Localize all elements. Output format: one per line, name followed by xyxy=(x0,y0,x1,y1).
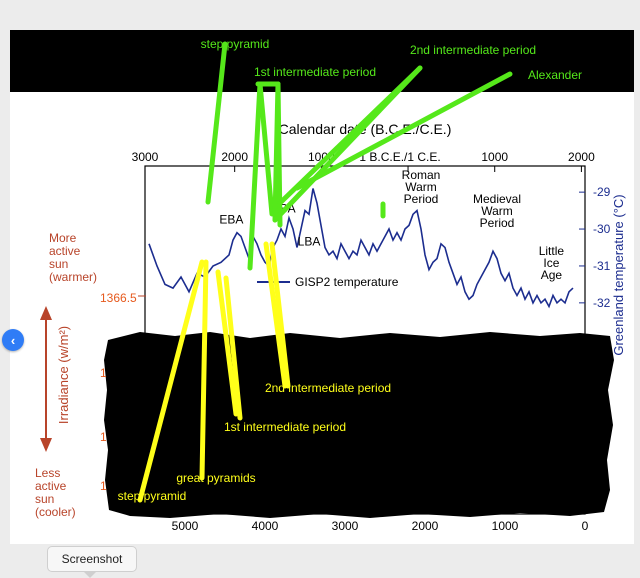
left-top-label-line: sun xyxy=(49,257,68,271)
green-annotation-line xyxy=(247,81,263,271)
green-annotation-line xyxy=(294,71,513,191)
green-label-1st-intermediate: 1st intermediate period xyxy=(254,65,376,79)
chart-svg: 3000 2000 1000 1 B.C.E./1 C.E. 1000 2000Calen… xyxy=(10,30,634,557)
yellow-annotation-line xyxy=(263,241,288,389)
chevron-left-icon[interactable]: ‹ xyxy=(2,329,24,351)
x-axis-label: Years BP (from 2000 C.E.) xyxy=(283,541,448,544)
right-tick-label: -31 xyxy=(593,259,611,273)
yellow-annotation-line xyxy=(269,241,291,389)
top-black-band xyxy=(10,30,634,92)
yellow-label-2nd-intermediate: 2nd intermediate period xyxy=(265,381,391,395)
left-value-label: 1366.5 xyxy=(100,291,137,305)
top-tick-label: 1000 xyxy=(481,150,508,164)
left-arrow-down xyxy=(40,438,52,452)
period-label-line: Medieval xyxy=(473,192,521,206)
right-tick-label: -30 xyxy=(593,222,611,236)
green-annotation-line xyxy=(257,81,275,217)
period-label-line: EBA xyxy=(219,213,243,227)
left-bottom-label-line: active xyxy=(35,479,67,493)
bottom-tick-label: 0 xyxy=(582,519,589,533)
green-label-step-pyramid: step pyramid xyxy=(201,37,270,51)
period-label-line: Age xyxy=(541,268,563,282)
bottom-tick-label: 3000 xyxy=(332,519,359,533)
left-bottom-label-line: Less xyxy=(35,466,60,480)
left-arrow-up xyxy=(40,306,52,320)
top-tick-label: 1 B.C.E./1 C.E. xyxy=(359,150,440,164)
bottom-tick-label: 1000 xyxy=(492,519,519,533)
left-bottom-label-line: (cooler) xyxy=(35,505,76,519)
left-top-label-line: (warmer) xyxy=(49,270,97,284)
right-tick-label: -29 xyxy=(593,185,611,199)
hidden-value-1: 1 xyxy=(100,366,107,380)
period-label-line: Little xyxy=(539,244,565,258)
hidden-value-3: 1 xyxy=(100,479,107,493)
screenshot-label: Screenshot xyxy=(61,552,123,566)
period-label-line: LBA xyxy=(298,235,321,249)
green-label-2nd-intermediate: 2nd intermediate period xyxy=(410,43,536,57)
bottom-tick-label: 5000 xyxy=(172,519,199,533)
yellow-label-1st-intermediate: 1st intermediate period xyxy=(224,420,346,434)
green-annotation-line xyxy=(205,41,228,205)
green-annotation-line xyxy=(278,65,423,205)
left-top-label-line: active xyxy=(49,244,81,258)
screenshot-button[interactable]: Screenshot xyxy=(47,546,137,578)
chevron-left-glyph: ‹ xyxy=(10,332,16,348)
yellow-label-step-pyramid: step pyramid xyxy=(118,489,187,503)
period-label-line: Period xyxy=(480,216,515,230)
bottom-tick-label: 2000 xyxy=(412,519,439,533)
top-tick-label: 3000 xyxy=(132,150,159,164)
top-tick-label: 2000 xyxy=(568,150,595,164)
left-top-label-line: More xyxy=(49,231,77,245)
hidden-value-2: 1 xyxy=(100,430,107,444)
green-label-alexander: Alexander xyxy=(528,68,582,82)
period-label-line: Warm xyxy=(481,204,513,218)
period-label-line: Roman xyxy=(402,168,441,182)
yellow-annotation-line xyxy=(199,259,209,481)
top-tick-label: 2000 xyxy=(221,150,248,164)
chart-card: 3000 2000 1000 1 B.C.E./1 C.E. 1000 2000 Calen… xyxy=(10,30,634,557)
right-axis-label: Greenland temperature (°C) xyxy=(611,194,626,355)
period-label-line: Period xyxy=(404,192,439,206)
left-bottom-label-line: sun xyxy=(35,492,54,506)
legend-label: GISP2 temperature xyxy=(295,275,399,289)
period-label-line: Ice xyxy=(543,256,559,270)
yellow-annotation-line xyxy=(137,259,205,503)
yellow-annotation-line xyxy=(223,275,243,421)
bottom-tick-label: 4000 xyxy=(252,519,279,533)
period-label-line: Warm xyxy=(405,180,437,194)
yellow-label-great-pyramids: great pyramids xyxy=(176,471,255,485)
left-axis-label: Irradiance (w/m²) xyxy=(56,326,71,424)
right-tick-label: -32 xyxy=(593,296,611,310)
yellow-annotation-line xyxy=(215,269,239,417)
